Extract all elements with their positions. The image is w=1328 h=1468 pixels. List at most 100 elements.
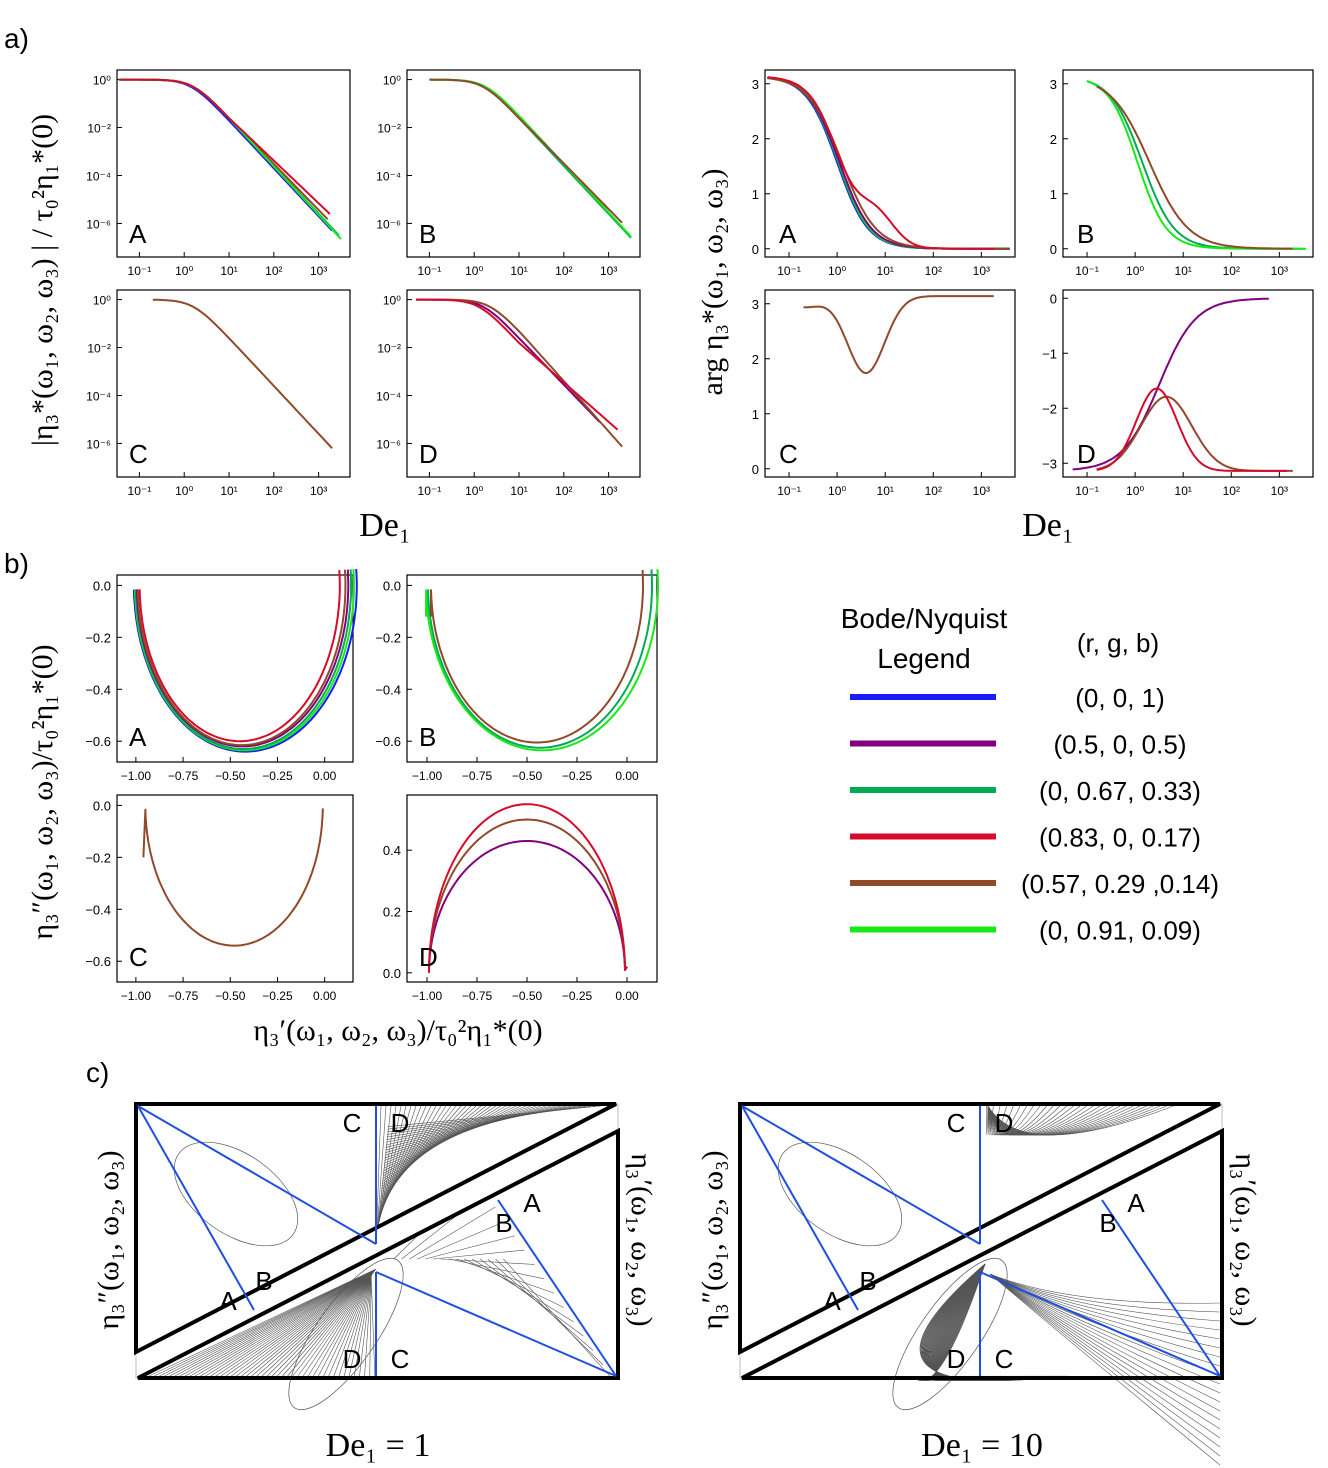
nyquist-axes-frame xyxy=(116,794,354,983)
contour-line xyxy=(989,1273,1221,1412)
x-tick-label: 10⁰ xyxy=(465,264,483,278)
magnitude-curve-lime xyxy=(429,78,632,238)
phase-curve-brown xyxy=(1096,395,1293,472)
magnitude-curve-red xyxy=(416,298,619,431)
y-tick-label: 0 xyxy=(752,462,759,477)
y-tick-label: 3 xyxy=(752,77,759,92)
contour-line xyxy=(200,1270,375,1377)
y-tick-label: 10⁻⁶ xyxy=(86,437,111,451)
magnitude-curve-purple xyxy=(416,298,601,423)
path-label-D: D xyxy=(995,1108,1014,1138)
contour-line xyxy=(503,1258,613,1380)
nyquist-curve-red xyxy=(138,570,341,743)
magnitude-axes-frame xyxy=(406,69,641,258)
phase-subplot-D: 0 −1 −2 −3 10⁻¹ 10⁰ 10¹ 10² 10³ D xyxy=(1042,289,1314,498)
contour-line xyxy=(989,1273,1221,1421)
contour-line xyxy=(387,1105,602,1127)
contour-line xyxy=(220,1270,375,1377)
contour-ellipse xyxy=(288,1257,404,1411)
triangle-left-caption: De₁ = 1 xyxy=(326,1427,431,1464)
x-tick-label: −0.50 xyxy=(215,989,246,1003)
legend: Bode/Nyquist Legend (r, g, b) (0, 0, 1) (… xyxy=(841,603,1219,946)
triangle-right-caption: De₁ = 10 xyxy=(921,1427,1043,1464)
x-tick-label: 10² xyxy=(1223,264,1240,278)
magnitude-curve-lime xyxy=(119,78,342,240)
nyquist-plots: −1.00 −0.75 −0.50 −0.25 0.00 0.0 −0.2 −0.4 −0.6 A… xyxy=(85,569,659,1003)
path-label-A: A xyxy=(219,1286,237,1316)
nyquist-ylabel: η₃″(ω₁, ω₂, ω₃)/τ₀²η₁*(0) xyxy=(26,644,59,939)
section-label-c: c) xyxy=(86,1057,109,1088)
y-tick-label: 1 xyxy=(752,407,759,422)
magnitude-curve-blue xyxy=(119,78,333,232)
x-tick-label: −0.75 xyxy=(168,989,199,1003)
contour-line xyxy=(409,1206,496,1260)
contour-line xyxy=(231,1270,375,1377)
subplot-label-B: B xyxy=(419,219,436,249)
section-label-b: b) xyxy=(4,548,29,579)
x-tick-label: −0.50 xyxy=(215,769,246,783)
path-line-diag xyxy=(137,1105,377,1245)
x-tick-label: −0.25 xyxy=(262,989,293,1003)
x-tick-label: 10¹ xyxy=(220,264,237,278)
nyquist-subplot-D: −1.00 −0.75 −0.50 −0.25 0.00 0.4 0.2 0.0 D xyxy=(383,794,658,1003)
y-tick-label: 0 xyxy=(752,242,759,257)
y-tick-label: 0.0 xyxy=(383,578,401,593)
x-tick-label: −0.75 xyxy=(168,769,199,783)
y-tick-label: −0.6 xyxy=(85,954,111,969)
y-tick-label: −3 xyxy=(1042,456,1057,471)
contour-line xyxy=(251,1271,374,1377)
magnitude-axes-frame xyxy=(116,289,351,478)
legend-entry-label: (0, 0.67, 0.33) xyxy=(1039,776,1201,806)
x-tick-label: 10⁰ xyxy=(1126,264,1144,278)
contour-line xyxy=(989,1273,1221,1322)
x-tick-label: 10⁻¹ xyxy=(1075,484,1099,498)
path-line-diag-lower xyxy=(979,1271,1221,1377)
contour-line xyxy=(987,1105,1027,1136)
x-tick-label: 0.00 xyxy=(313,989,337,1003)
y-tick-label: 0 xyxy=(1050,291,1057,306)
x-tick-label: 10³ xyxy=(310,264,327,278)
nyquist-curve-red xyxy=(428,803,628,973)
contour-line xyxy=(448,1258,545,1280)
contour-line xyxy=(272,1272,374,1377)
x-tick-label: 10¹ xyxy=(1175,264,1192,278)
contour-line xyxy=(169,1269,376,1377)
legend-column-header: (r, g, b) xyxy=(1077,628,1159,658)
x-tick-label: 10⁰ xyxy=(1126,484,1144,498)
contour-line xyxy=(313,1273,373,1377)
y-tick-label: −0.6 xyxy=(85,734,111,749)
legend-entry-label: (0.5, 0, 0.5) xyxy=(1054,730,1187,760)
phase-subplot-B: 3 2 1 0 10⁻¹ 10⁰ 10¹ 10² 10³ B xyxy=(1050,69,1314,278)
contour-line xyxy=(989,1273,1221,1439)
y-tick-label: 10⁰ xyxy=(383,294,401,308)
nyquist-axes-frame xyxy=(116,574,354,763)
x-tick-label: 10³ xyxy=(1271,264,1288,278)
contour-line xyxy=(989,1273,1221,1340)
x-tick-label: −0.75 xyxy=(462,769,493,783)
x-tick-label: 10⁻¹ xyxy=(1075,264,1099,278)
subplot-label-A: A xyxy=(129,722,147,752)
y-tick-label: 0.4 xyxy=(383,843,401,858)
nyquist-subplot-B: −1.00 −0.75 −0.50 −0.25 0.00 0.0 −0.2 −0.4 −0.6 B xyxy=(375,569,659,783)
contour-line xyxy=(179,1269,376,1377)
x-tick-label: 10⁰ xyxy=(828,264,846,278)
x-tick-label: 10⁰ xyxy=(465,484,483,498)
nyquist-curve-blue xyxy=(133,569,358,753)
phase-axes-frame xyxy=(764,289,1016,478)
contour-line xyxy=(989,1273,1221,1385)
x-tick-label: 10⁰ xyxy=(175,264,193,278)
magnitude-curve-green xyxy=(429,78,632,239)
subplot-label-C: C xyxy=(129,439,148,469)
contour-line xyxy=(432,1249,525,1260)
contour-line xyxy=(383,1105,532,1164)
y-tick-label: 10⁻² xyxy=(377,342,401,356)
contour-line xyxy=(302,1272,373,1377)
phase-curve-red xyxy=(1096,387,1287,472)
path-label-C: C xyxy=(343,1108,362,1138)
subplot-label-B: B xyxy=(1077,219,1094,249)
contour-line xyxy=(333,1273,373,1377)
phase-curve-brown xyxy=(767,77,1010,250)
x-tick-label: 10⁻¹ xyxy=(418,484,442,498)
